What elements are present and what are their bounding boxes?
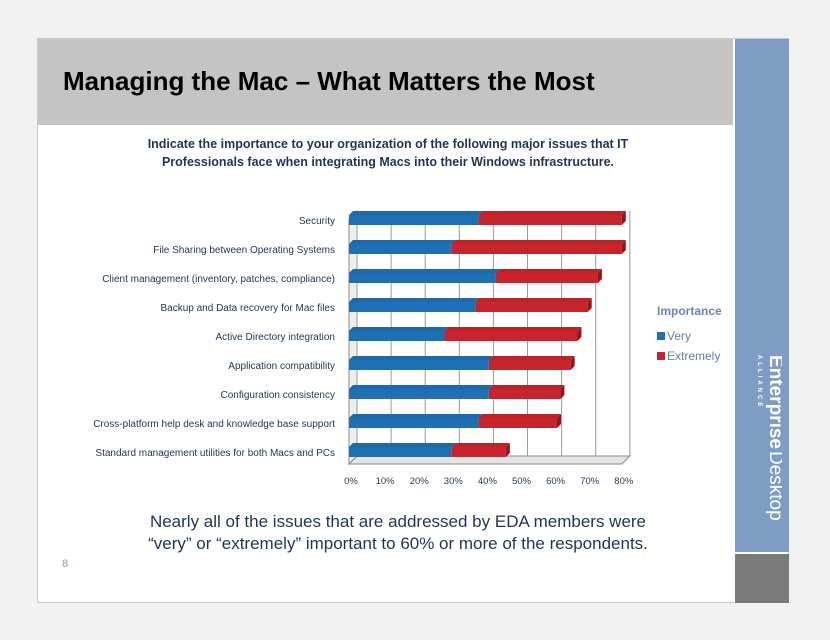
bar-top-very [349, 269, 500, 273]
side-panel-footer [735, 554, 789, 603]
svg-text:EnterpriseDesktop: Enterprise Desktop [765, 355, 782, 521]
brand-word-alliance: ALLIANCE [756, 355, 762, 409]
brand-word-enterprise: Enterprise [765, 355, 782, 449]
legend-item-extremely: Extremely [657, 349, 720, 363]
bar-end-extremely [557, 414, 562, 428]
bar-very [349, 360, 489, 370]
x-tick-label: 0% [344, 476, 358, 487]
x-tick-label: 70% [580, 476, 600, 487]
survey-question: Indicate the importance to your organiza… [58, 135, 718, 171]
x-tick-label: 50% [512, 476, 532, 487]
bar-very [349, 418, 479, 428]
bar-very [349, 447, 452, 457]
bar-top-extremely [488, 385, 565, 389]
bar-extremely [478, 215, 622, 225]
bar-extremely [451, 244, 622, 254]
bar-end-extremely [597, 269, 602, 283]
bar-extremely [451, 447, 506, 457]
category-label: File Sharing between Operating Systems [153, 245, 335, 256]
bar-top-very [349, 240, 456, 244]
caption-line-1: Nearly all of the issues that are addres… [149, 512, 647, 531]
x-tick-label: 20% [410, 476, 430, 487]
x-tick-label: 30% [444, 476, 464, 487]
bar-end-extremely [560, 385, 565, 399]
bar-top-very [349, 443, 456, 447]
category-label: Standard management utilities for both M… [95, 448, 335, 459]
slide-caption: Nearly all of the issues that are addres… [98, 511, 698, 555]
bar-top-extremely [478, 211, 626, 215]
category-label: Configuration consistency [220, 390, 335, 401]
bar-very [349, 244, 452, 254]
bar-top-extremely [444, 327, 582, 331]
legend-title: Importance [657, 304, 722, 318]
bar-end-extremely [577, 327, 582, 341]
bar-top-very [349, 327, 449, 331]
bar-top-extremely [451, 443, 510, 447]
stacked-bar-chart: 0% 10% 20% 30% 40% 50% 60% 70% 80% Security File S… [93, 209, 634, 487]
bar-top-very [349, 385, 493, 389]
bar-top-very [349, 298, 480, 302]
bar-extremely [444, 331, 578, 341]
bar-top-extremely [475, 298, 592, 302]
bar-top-very [349, 211, 483, 215]
x-tick-label: 10% [376, 476, 396, 487]
bar-top-extremely [478, 414, 562, 418]
caption-line-2: “very” or “extremely” important to 60% o… [148, 534, 648, 553]
legend-item-very: Very [657, 329, 691, 343]
bar-end-extremely [570, 356, 575, 370]
bar-very [349, 215, 479, 225]
brand-logo: Enterprise Desktop ALLIANCE [756, 355, 782, 521]
bar-very [349, 302, 476, 312]
bar-end-extremely [587, 298, 592, 312]
category-label: Client management (inventory, patches, c… [102, 274, 335, 285]
category-label: Application compatibility [228, 361, 335, 372]
brand-word-desktop: Desktop [765, 451, 782, 521]
legend-swatch-extremely [657, 352, 665, 360]
bar-extremely [478, 418, 558, 428]
bar-top-extremely [495, 269, 602, 273]
bar-extremely [495, 273, 598, 283]
bar-top-very [349, 356, 493, 360]
slide-title: Managing the Mac – What Matters the Most [63, 66, 595, 96]
legend-label-extremely: Extremely [667, 349, 721, 363]
side-panel [735, 39, 789, 552]
survey-question-line-2: Professionals face when integrating Macs… [161, 155, 615, 169]
bar-end-extremely [505, 443, 510, 457]
bar-top-extremely [488, 356, 575, 360]
slide: Managing the Mac – What Matters the Most… [37, 38, 789, 603]
survey-question-line-1: Indicate the importance to your organiza… [147, 137, 629, 151]
bar-end-extremely [621, 211, 626, 225]
x-tick-label: 60% [546, 476, 566, 487]
category-label: Cross-platform help desk and knowledge b… [93, 419, 335, 430]
bar-extremely [488, 389, 561, 399]
bar-very [349, 331, 445, 341]
legend-label-very: Very [667, 329, 692, 343]
chart-floor [347, 455, 632, 465]
bar-extremely [488, 360, 571, 370]
category-label: Security [299, 216, 335, 227]
bar-very [349, 389, 489, 399]
bar-top-extremely [451, 240, 626, 244]
bar-extremely [475, 302, 588, 312]
x-tick-label: 80% [614, 476, 634, 487]
page-number: 8 [62, 558, 69, 570]
category-label: Active Directory integration [216, 332, 336, 343]
title-bar: Managing the Mac – What Matters the Most [38, 39, 733, 125]
bar-very [349, 273, 496, 283]
legend-swatch-very [657, 332, 665, 340]
bar-top-very [349, 414, 483, 418]
category-label: Backup and Data recovery for Mac files [160, 303, 335, 314]
bar-end-extremely [621, 240, 626, 254]
x-tick-label: 40% [478, 476, 498, 487]
